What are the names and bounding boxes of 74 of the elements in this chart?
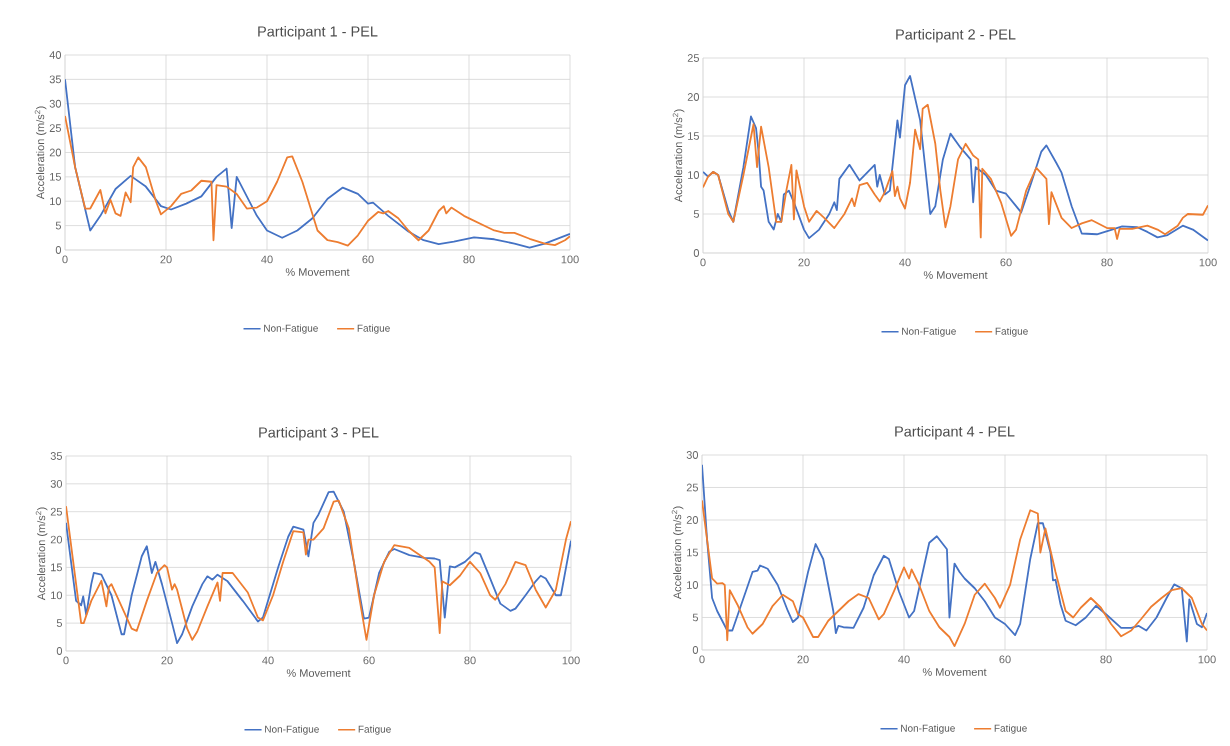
legend-label: Non-Fatigue [265,725,319,735]
y-axis-title: Acceleration (m/s$^{2}$) [35,507,48,601]
x-tick-label: 40 [899,258,911,267]
y-tick-label: 25 [49,124,61,133]
y-tick-label: 5 [55,221,62,230]
y-tick-label: 25 [687,54,699,62]
y-tick-label: 15 [688,132,699,140]
chart-title: Participant 1 - PEL [258,25,378,40]
y-tick-label: 10 [50,197,62,206]
y-axis-title: Acceleration (m/s$^{2}$) [34,106,47,200]
x-tick-label: 60 [362,255,374,264]
x-axis-title: % Movement [923,271,988,279]
y-tick-label: 20 [49,148,62,157]
x-axis-title: % Movement [285,268,350,276]
legend-label: Fatigue [357,324,390,334]
y-tick-label: 0 [692,646,699,654]
x-tick-label: 0 [700,258,706,267]
legend-label: Non-Fatigue [264,324,318,334]
y-tick-label: 25 [50,507,63,516]
y-tick-label: 10 [687,581,699,589]
y-tick-label: 30 [49,99,62,108]
x-tick-label: 20 [160,255,172,264]
y-tick-label: 25 [686,483,698,492]
y-tick-label: 0 [56,647,63,655]
x-tick-label: 60 [363,656,375,665]
x-tick-label: 60 [999,655,1011,664]
line-series [703,103,1209,240]
y-tick-label: 10 [688,171,700,179]
x-tick-label: 100 [1198,655,1216,664]
chart-title: Participant 4 - PEL [895,425,1015,440]
x-tick-label: 80 [1101,258,1113,267]
y-tick-label: 5 [56,619,63,627]
legend-label: Fatigue [994,724,1027,734]
x-tick-label: 80 [463,255,475,264]
legend-label: Fatigue [358,725,391,735]
y-tick-label: 0 [693,249,700,257]
y-tick-label: 35 [50,452,63,460]
x-tick-label: 20 [161,656,173,665]
y-tick-label: 10 [51,591,63,600]
x-tick-label: 100 [561,255,579,264]
y-axis-title: Acceleration (m/s$^{2}$) [671,506,684,600]
x-tick-label: 0 [63,656,69,665]
x-tick-label: 80 [464,656,476,665]
y-tick-label: 15 [51,563,63,572]
x-axis-title: % Movement [922,668,987,676]
legend-label: Non-Fatigue [902,327,956,337]
x-tick-label: 20 [798,258,810,267]
chart-title: Participant 2 - PEL [896,28,1016,43]
x-tick-label: 40 [261,255,273,264]
y-axis-title: Acceleration (m/s$^{2}$) [672,109,685,203]
x-tick-label: 100 [562,656,580,665]
y-tick-label: 30 [686,451,699,459]
x-axis-title: % Movement [286,669,351,677]
y-tick-label: 15 [687,548,698,557]
y-tick-label: 5 [693,210,699,218]
y-tick-label: 20 [687,93,700,101]
y-tick-label: 35 [49,75,61,84]
line-series [703,75,1209,242]
x-tick-label: 100 [1199,258,1217,267]
x-tick-label: 60 [1000,258,1012,267]
y-tick-label: 15 [50,173,61,181]
x-tick-label: 20 [797,655,809,664]
y-tick-label: 30 [50,479,63,488]
x-tick-label: 80 [1100,655,1112,664]
y-tick-label: 20 [50,535,63,544]
y-tick-label: 20 [686,516,699,524]
legend-label: Non-Fatigue [901,724,955,734]
chart-title: Participant 3 - PEL [259,426,379,441]
y-tick-label: 40 [49,51,62,59]
y-tick-label: 0 [55,246,62,254]
x-tick-label: 40 [898,655,910,664]
legend-label: Fatigue [995,327,1028,337]
x-tick-label: 40 [262,656,274,665]
y-tick-label: 5 [692,613,698,622]
